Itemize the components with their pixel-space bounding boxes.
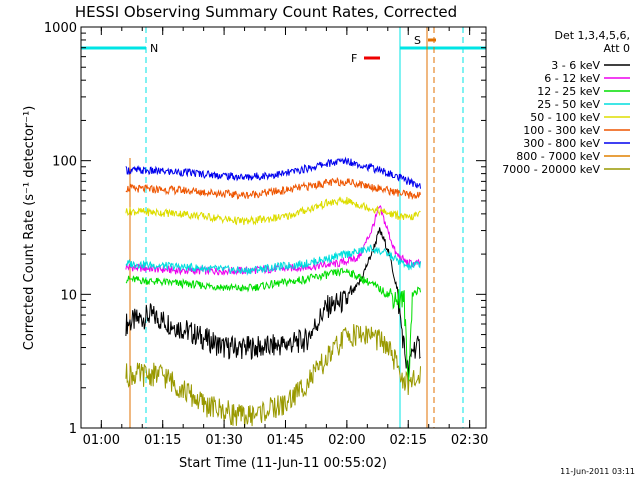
legend-entry-label: 25 - 50 keV — [537, 98, 600, 111]
series-line-0 — [125, 227, 421, 380]
x-tick-label: 02:15 — [390, 433, 427, 448]
chart-title: HESSI Observing Summary Count Rates, Cor… — [75, 3, 457, 21]
plot-frame — [80, 26, 487, 429]
legend-entry-label: 12 - 25 keV — [537, 85, 600, 98]
legend-entry-label: 300 - 800 keV — [523, 137, 600, 150]
legend-entry-label: 800 - 7000 keV — [516, 150, 600, 163]
legend-entry-label: 100 - 300 keV — [523, 124, 600, 137]
x-tick-label: 01:15 — [144, 433, 181, 448]
x-axis-label: Start Time (11-Jun-11 00:55:02) — [179, 456, 387, 471]
night-marker-label: N — [150, 42, 158, 55]
axes: 01:00 01:15 01:30 01:45 02:00 02:15 02:30 1 10 10… — [44, 21, 488, 448]
y-axis-label: Corrected Count Rate (s⁻¹ detector⁻¹) — [22, 106, 37, 351]
y-tick-label: 1 — [69, 422, 77, 437]
x-tick-label: 02:00 — [328, 433, 365, 448]
series-lines — [125, 156, 421, 429]
legend-entry-label: 3 - 6 keV — [551, 59, 600, 72]
saa-marker-label: S — [414, 34, 421, 47]
series-line-4 — [125, 196, 421, 226]
y-tick-label: 1000 — [44, 21, 77, 36]
flare-marker-label: F — [351, 52, 357, 65]
legend-header-line: Det 1,3,4,5,6, — [554, 29, 630, 42]
legend-entry-label: 6 - 12 keV — [544, 72, 600, 85]
legend-entry-label: 7000 - 20000 keV — [502, 163, 600, 176]
footer-timestamp: 11-Jun-2011 03:11 — [560, 467, 635, 476]
time-markers: N F S — [81, 27, 486, 428]
y-tick-label: 10 — [60, 288, 77, 303]
series-line-8 — [125, 324, 421, 429]
legend-entry-label: 50 - 100 keV — [530, 111, 600, 124]
legend-header-line: Att 0 — [604, 42, 630, 55]
x-tick-label: 01:45 — [267, 433, 304, 448]
x-tick-label: 01:30 — [205, 433, 242, 448]
series-line-3 — [125, 244, 421, 276]
series-line-2 — [125, 267, 421, 385]
x-tick-label: 02:30 — [451, 433, 488, 448]
x-tick-label: 01:00 — [83, 433, 120, 448]
series-line-5 — [125, 176, 421, 200]
y-tick-label: 100 — [52, 155, 77, 170]
series-line-6 — [125, 156, 421, 189]
